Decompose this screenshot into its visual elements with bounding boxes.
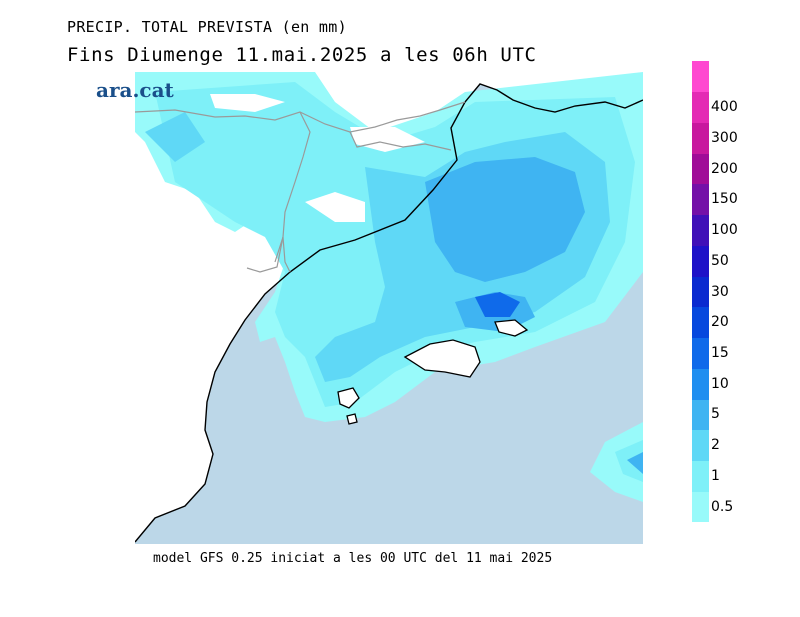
legend-swatch <box>692 460 709 492</box>
legend-swatch <box>692 429 709 462</box>
balearic-islands <box>337 319 529 425</box>
legend-swatch <box>692 245 709 277</box>
legend-tick-label: 150 <box>711 191 738 208</box>
legend-swatch <box>692 153 709 185</box>
legend-color-scale <box>692 61 709 523</box>
legend-tick-label: 0.5 <box>711 498 734 515</box>
dry-patches <box>210 94 425 222</box>
legend-tick-label: 2 <box>711 437 720 454</box>
legend-swatch <box>692 61 709 93</box>
ara-cat-logo: ara.cat <box>96 78 174 102</box>
map-subtitle: Fins Diumenge 11.mai.2025 a les 06h UTC <box>67 44 537 66</box>
legend-tick-label: 30 <box>711 283 729 300</box>
legend-tick-label: 10 <box>711 375 729 392</box>
legend-swatch <box>692 491 709 523</box>
legend-tick-label: 1 <box>711 467 720 484</box>
legend-tick-label: 400 <box>711 99 738 116</box>
legend-swatch <box>692 214 709 246</box>
legend-tick-label: 5 <box>711 406 720 423</box>
coastline <box>135 83 643 543</box>
map-title: PRECIP. TOTAL PREVISTA (en mm) <box>67 18 347 36</box>
legend-swatch <box>692 399 709 431</box>
legend-swatch <box>692 276 709 308</box>
legend-swatch <box>692 368 709 400</box>
legend-tick-label: 200 <box>711 160 738 177</box>
legend-swatch <box>692 91 709 123</box>
legend-tick-label: 50 <box>711 252 729 269</box>
model-info-footer: model GFS 0.25 iniciat a les 00 UTC del … <box>153 551 553 566</box>
legend-swatch <box>692 122 709 154</box>
precipitation-map <box>135 72 643 544</box>
legend-tick-label: 20 <box>711 314 729 331</box>
legend-tick-label: 300 <box>711 129 738 146</box>
borders <box>135 101 466 273</box>
legend-swatch <box>692 183 709 216</box>
legend-tick-label: 15 <box>711 344 729 361</box>
map-canvas <box>135 72 643 544</box>
legend-swatch <box>692 306 709 339</box>
legend-tick-label: 100 <box>711 222 738 239</box>
legend-swatch <box>692 337 709 369</box>
